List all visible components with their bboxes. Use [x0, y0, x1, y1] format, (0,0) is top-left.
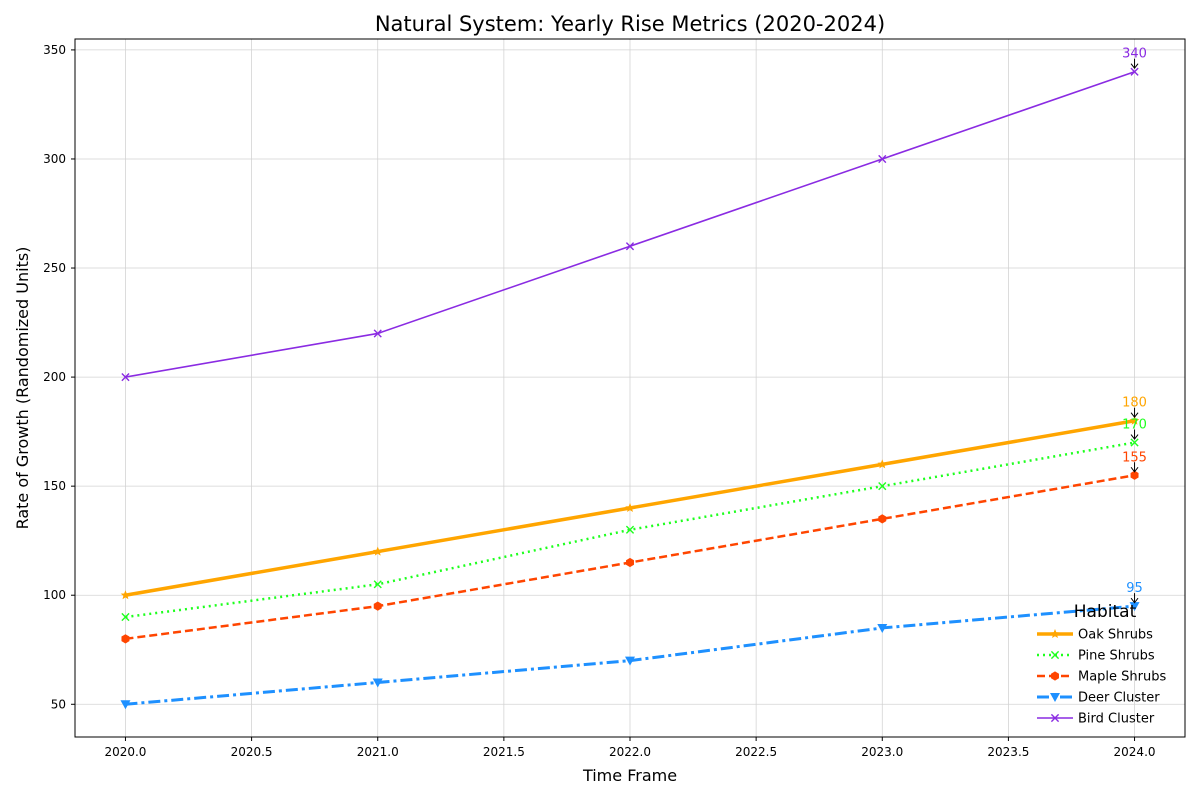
data-point-bird-cluster [878, 154, 887, 164]
data-point-pine-shrubs [373, 580, 382, 589]
annotation-bird-cluster: 340 [1122, 47, 1147, 70]
y-tick-label: 50 [51, 697, 66, 711]
data-point-deer-cluster [877, 623, 888, 633]
legend-item-bird-cluster: Bird Cluster [1037, 712, 1155, 727]
y-tick-label: 200 [43, 370, 66, 384]
data-point-oak-shrubs [877, 459, 888, 469]
annotation-arrowhead [1130, 597, 1139, 604]
y-tick-label: 250 [43, 261, 66, 275]
series-deer-cluster [120, 602, 1140, 710]
legend-swatch-marker [1050, 650, 1060, 660]
data-point-oak-shrubs [625, 502, 635, 513]
data-point-oak-shrubs [1129, 415, 1140, 425]
data-point-pine-shrubs [121, 612, 130, 622]
annotation-arrowhead [1130, 466, 1139, 473]
legend-swatch-marker [1050, 693, 1060, 702]
data-point-oak-shrubs [120, 590, 131, 600]
y-axis-ticks: 50 100 150 200 250 300 350 [43, 43, 75, 711]
x-axis-ticks: 2020.0 2020.5 2021.0 2021.5 2022.0 2022.5 2023… [104, 737, 1156, 759]
legend: Habitat Oak Shrubs Pine Shrubs Maple Shrub… [1037, 602, 1167, 727]
legend-item-pine-shrubs: Pine Shrubs [1037, 649, 1155, 664]
data-point-bird-cluster [373, 329, 382, 338]
data-point-oak-shrubs [372, 546, 383, 556]
data-point-deer-cluster [372, 678, 383, 688]
annotation-label: 180 [1122, 396, 1147, 411]
x-tick-label: 2021.5 [483, 745, 525, 759]
annotation-label: 170 [1122, 418, 1147, 433]
x-axis-label: Time Frame [582, 766, 677, 785]
legend-item-deer-cluster: Deer Cluster [1037, 691, 1160, 706]
data-point-pine-shrubs [1130, 438, 1139, 447]
y-axis-label: Rate of Growth (Randomized Units) [13, 247, 32, 530]
legend-label: Bird Cluster [1078, 712, 1155, 727]
x-tick-label: 2023.0 [861, 745, 903, 759]
data-point-bird-cluster [625, 242, 635, 251]
annotation-maple-shrubs: 155 [1122, 450, 1147, 473]
data-point-bird-cluster [1130, 67, 1139, 76]
data-point-deer-cluster [120, 700, 131, 710]
data-point-maple-shrubs [626, 557, 634, 568]
annotation-layer: 180 170 155 95 340 [1122, 47, 1147, 604]
annotation-pine-shrubs: 170 [1122, 418, 1147, 440]
series-pine-shrubs [121, 438, 1139, 622]
legend-swatch-marker [1050, 629, 1060, 639]
data-point-maple-shrubs [121, 634, 130, 644]
x-tick-label: 2020.5 [231, 745, 273, 759]
series-line-pine-shrubs [125, 441, 1135, 619]
legend-title: Habitat [1074, 602, 1137, 622]
data-point-maple-shrubs [373, 601, 382, 611]
legend-item-maple-shrubs: Maple Shrubs [1037, 670, 1167, 685]
annotation-arrowhead [1130, 412, 1139, 419]
annotation-label: 340 [1122, 47, 1147, 62]
annotation-label: 155 [1122, 450, 1147, 465]
legend-label: Oak Shrubs [1078, 628, 1153, 643]
chart-title: Natural System: Yearly Rise Metrics (202… [375, 12, 885, 36]
x-tick-label: 2022.5 [735, 745, 777, 759]
data-point-maple-shrubs [1130, 470, 1139, 480]
x-tick-label: 2022.0 [609, 745, 651, 759]
y-tick-label: 300 [43, 152, 66, 166]
x-tick-label: 2020.0 [104, 745, 146, 759]
legend-label: Maple Shrubs [1078, 670, 1167, 685]
data-point-maple-shrubs [878, 514, 887, 524]
annotation-label: 95 [1126, 581, 1143, 596]
x-tick-label: 2023.5 [987, 745, 1029, 759]
annotation-arrowhead [1130, 63, 1139, 70]
data-point-pine-shrubs [625, 525, 635, 534]
data-point-bird-cluster [121, 372, 130, 382]
annotation-deer-cluster: 95 [1126, 581, 1143, 604]
data-point-pine-shrubs [878, 482, 887, 491]
series-maple-shrubs [121, 470, 1139, 644]
series-oak-shrubs [120, 415, 1140, 600]
legend-item-oak-shrubs: Oak Shrubs [1037, 628, 1153, 643]
x-tick-label: 2024.0 [1114, 745, 1156, 759]
x-tick-label: 2021.0 [357, 745, 399, 759]
series-bird-cluster [121, 67, 1139, 382]
annotation-arrowhead [1130, 434, 1139, 440]
annotation-oak-shrubs: 180 [1122, 396, 1147, 419]
legend-label: Pine Shrubs [1078, 649, 1155, 664]
legend-swatch-marker [1050, 713, 1060, 723]
y-tick-label: 100 [43, 588, 66, 602]
legend-label: Deer Cluster [1078, 691, 1160, 706]
data-point-deer-cluster [1129, 602, 1140, 612]
grid-layer [75, 39, 1185, 737]
y-tick-label: 350 [43, 43, 66, 57]
series-layer [120, 67, 1140, 710]
data-point-deer-cluster [625, 656, 635, 666]
y-tick-label: 150 [43, 479, 66, 493]
legend-swatch-marker [1051, 671, 1059, 681]
